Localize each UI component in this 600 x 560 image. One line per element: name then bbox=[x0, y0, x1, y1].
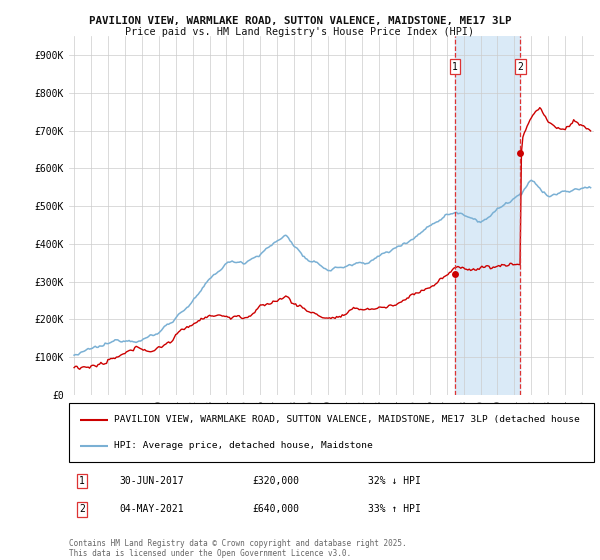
Text: 1: 1 bbox=[452, 62, 458, 72]
Text: Contains HM Land Registry data © Crown copyright and database right 2025.
This d: Contains HM Land Registry data © Crown c… bbox=[69, 539, 407, 558]
Text: £320,000: £320,000 bbox=[253, 476, 300, 486]
Bar bbox=[455, 36, 520, 395]
Text: 2: 2 bbox=[517, 62, 523, 72]
Text: 2: 2 bbox=[79, 504, 85, 514]
Text: 1: 1 bbox=[79, 476, 85, 486]
Text: 04-MAY-2021: 04-MAY-2021 bbox=[119, 504, 184, 514]
Text: £640,000: £640,000 bbox=[253, 504, 300, 514]
Text: 32% ↓ HPI: 32% ↓ HPI bbox=[368, 476, 421, 486]
Text: Price paid vs. HM Land Registry's House Price Index (HPI): Price paid vs. HM Land Registry's House … bbox=[125, 27, 475, 37]
Text: PAVILION VIEW, WARMLAKE ROAD, SUTTON VALENCE, MAIDSTONE, ME17 3LP (detached hous: PAVILION VIEW, WARMLAKE ROAD, SUTTON VAL… bbox=[113, 415, 580, 424]
Text: 33% ↑ HPI: 33% ↑ HPI bbox=[368, 504, 421, 514]
Text: HPI: Average price, detached house, Maidstone: HPI: Average price, detached house, Maid… bbox=[113, 441, 373, 450]
Text: 30-JUN-2017: 30-JUN-2017 bbox=[119, 476, 184, 486]
Text: PAVILION VIEW, WARMLAKE ROAD, SUTTON VALENCE, MAIDSTONE, ME17 3LP: PAVILION VIEW, WARMLAKE ROAD, SUTTON VAL… bbox=[89, 16, 511, 26]
